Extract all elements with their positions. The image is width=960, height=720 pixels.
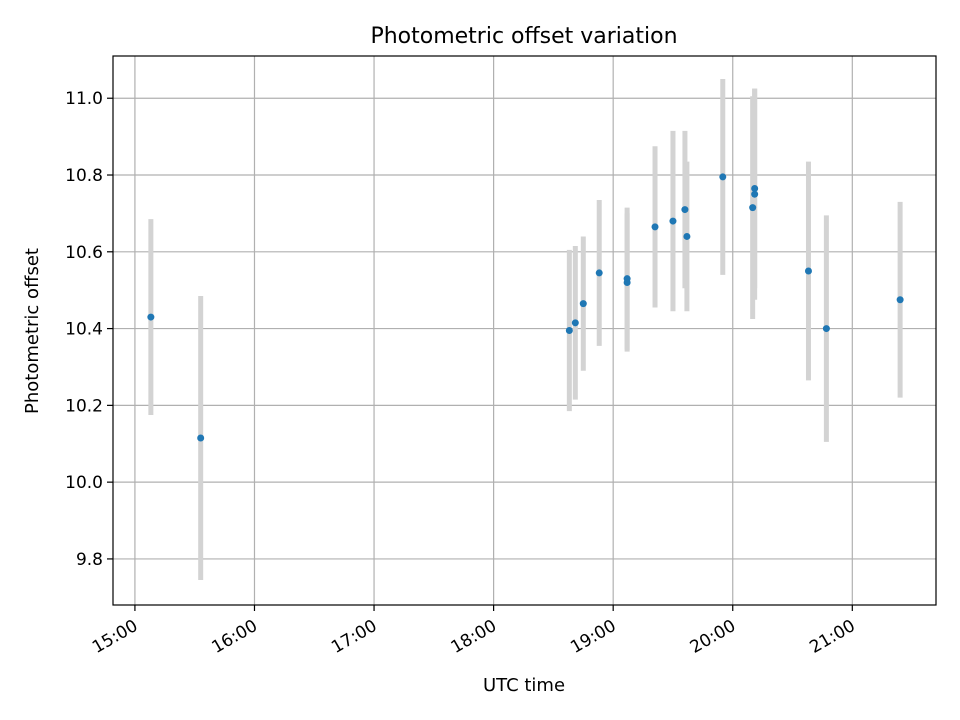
x-tick-label: 15:00 bbox=[89, 616, 141, 658]
data-point bbox=[719, 173, 727, 181]
data-point bbox=[595, 269, 603, 277]
x-tick-label: 19:00 bbox=[567, 616, 619, 658]
data-point bbox=[579, 300, 587, 308]
y-tick-label: 11.0 bbox=[65, 89, 103, 109]
data-point bbox=[683, 232, 691, 240]
data-points bbox=[147, 173, 904, 442]
y-axis-label: Photometric offset bbox=[22, 248, 43, 414]
data-point bbox=[147, 313, 155, 321]
data-point bbox=[571, 319, 579, 327]
y-tick-label: 10.4 bbox=[65, 320, 103, 340]
y-tick-label: 10.0 bbox=[65, 473, 103, 493]
x-tick-label: 20:00 bbox=[687, 616, 739, 658]
chart-title: Photometric offset variation bbox=[370, 24, 677, 49]
y-tick-label: 10.6 bbox=[65, 243, 103, 263]
data-point bbox=[749, 204, 757, 212]
data-point bbox=[822, 325, 830, 333]
x-tick-label: 17:00 bbox=[328, 616, 380, 658]
x-tick-label: 16:00 bbox=[209, 616, 261, 658]
y-tick-label: 10.8 bbox=[65, 166, 103, 186]
data-point bbox=[651, 223, 659, 231]
data-point bbox=[896, 296, 904, 304]
data-point bbox=[565, 327, 573, 334]
y-axis-ticks: 9.8 10.0 10.2 10.4 10.6 10.8 11.0 bbox=[65, 89, 113, 570]
data-point bbox=[623, 279, 631, 287]
y-tick-label: 10.2 bbox=[65, 396, 103, 416]
data-point bbox=[669, 217, 677, 225]
data-point bbox=[804, 267, 812, 275]
x-axis-label: UTC time bbox=[483, 675, 565, 696]
data-point bbox=[681, 206, 689, 214]
x-tick-label: 18:00 bbox=[448, 616, 500, 658]
data-point bbox=[197, 434, 205, 442]
error-bars bbox=[148, 79, 903, 581]
plot-frame bbox=[112, 55, 937, 606]
grid bbox=[113, 56, 936, 605]
x-axis-ticks: 15:00 16:00 17:00 18:00 19:00 20:00 21:00 bbox=[89, 605, 859, 658]
y-tick-label: 9.8 bbox=[76, 550, 103, 570]
x-tick-label: 21:00 bbox=[806, 616, 858, 658]
data-point bbox=[751, 184, 759, 192]
data-point bbox=[751, 190, 759, 198]
